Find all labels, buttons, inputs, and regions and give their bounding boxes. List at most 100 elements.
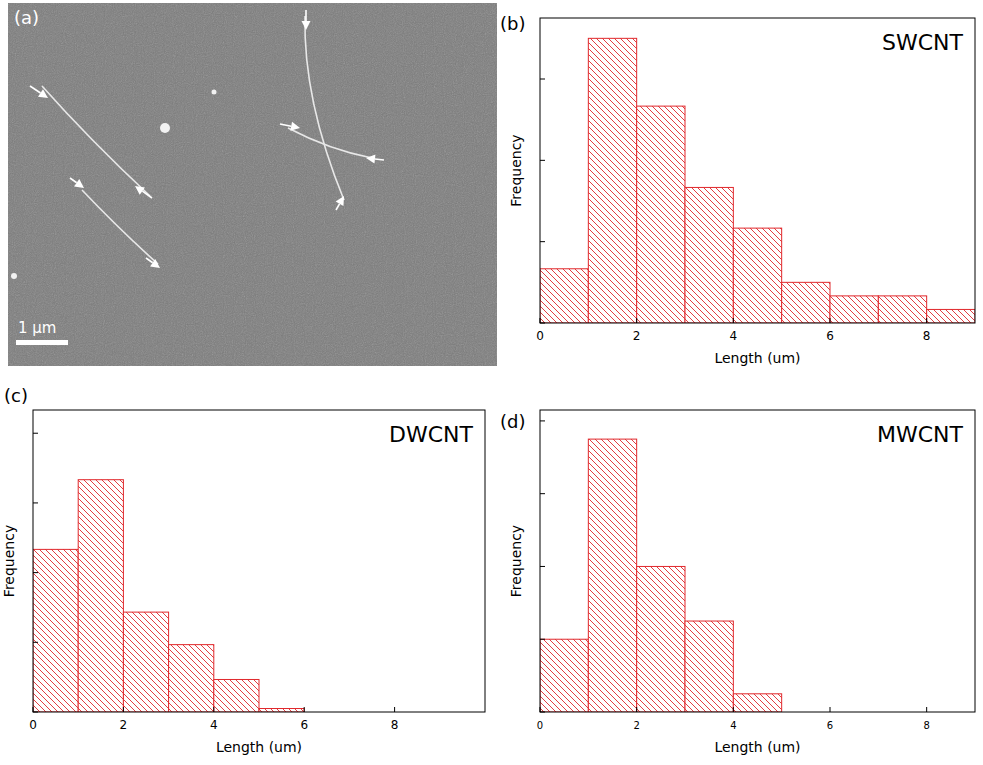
y-axis-title: Frequency bbox=[1, 525, 17, 597]
x-tick-label: 2 bbox=[633, 720, 639, 731]
x-tick bbox=[540, 707, 541, 712]
x-tick-label: 8 bbox=[923, 720, 929, 731]
scale-bar bbox=[16, 340, 68, 345]
x-tick bbox=[830, 707, 831, 712]
x-tick-label: 4 bbox=[730, 720, 736, 731]
histogram-bar bbox=[927, 309, 975, 323]
y-tick bbox=[33, 502, 38, 503]
y-axis-title: Frequency bbox=[508, 134, 524, 206]
x-axis-title: Length (um) bbox=[216, 739, 302, 755]
histogram-bar bbox=[733, 228, 781, 323]
x-tick-label: 4 bbox=[210, 718, 218, 732]
x-tick bbox=[926, 318, 927, 323]
arrow bbox=[280, 122, 300, 131]
plot-frame bbox=[540, 18, 975, 323]
histogram-panel: 02468Length (um)FrequencyMWCNT(d) bbox=[500, 410, 975, 755]
y-tick bbox=[540, 79, 545, 80]
arrow bbox=[146, 258, 160, 268]
histogram-bar bbox=[33, 549, 78, 712]
plot-frame bbox=[33, 410, 485, 712]
panel-title: MWCNT bbox=[877, 422, 964, 447]
arrow bbox=[302, 10, 311, 30]
histogram-bar bbox=[540, 269, 588, 323]
x-tick bbox=[33, 707, 34, 712]
x-tick bbox=[123, 707, 124, 712]
x-tick-label: 8 bbox=[923, 329, 931, 343]
y-tick bbox=[540, 420, 545, 421]
x-tick bbox=[636, 707, 637, 712]
image-noise bbox=[8, 3, 497, 366]
panel-title: DWCNT bbox=[389, 422, 474, 447]
histogram-bar bbox=[169, 645, 214, 712]
arrow bbox=[30, 86, 48, 98]
x-tick-label: 6 bbox=[827, 720, 833, 731]
panel-label: (c) bbox=[4, 385, 28, 406]
y-tick bbox=[33, 572, 38, 573]
x-tick-label: 0 bbox=[29, 718, 37, 732]
histogram-bar bbox=[637, 106, 685, 323]
x-tick-label: 8 bbox=[391, 718, 399, 732]
panel-label: (a) bbox=[14, 7, 39, 28]
x-tick-label: 6 bbox=[826, 329, 834, 343]
histogram-bar bbox=[123, 612, 168, 712]
x-tick bbox=[926, 707, 927, 712]
histogram-bar bbox=[637, 566, 685, 712]
sem-image: 1 μm (a) bbox=[8, 3, 497, 366]
panel-label: (d) bbox=[500, 411, 525, 432]
image-background bbox=[8, 3, 497, 366]
histogram-bar bbox=[588, 38, 636, 323]
y-axis-title: Frequency bbox=[508, 525, 524, 597]
nanotube bbox=[288, 128, 372, 158]
histogram-bar bbox=[782, 282, 830, 323]
x-tick bbox=[304, 707, 305, 712]
histogram-bar bbox=[540, 639, 588, 712]
y-tick bbox=[540, 323, 545, 324]
histogram-bar bbox=[830, 296, 878, 323]
y-tick bbox=[33, 433, 38, 434]
particle bbox=[160, 123, 170, 133]
nanotube bbox=[42, 86, 150, 196]
histogram-bar bbox=[878, 296, 926, 323]
histogram-bar bbox=[733, 694, 781, 712]
figure: 1 μm (a) 0 2 4 6 8 Length (um) Frequency SWCNT (b)… bbox=[0, 0, 983, 765]
x-tick-label: 4 bbox=[730, 329, 738, 343]
x-tick-label: 6 bbox=[300, 718, 308, 732]
y-tick bbox=[540, 160, 545, 161]
panel-title: SWCNT bbox=[882, 30, 964, 55]
x-tick bbox=[830, 318, 831, 323]
bars bbox=[540, 38, 975, 323]
bars bbox=[33, 480, 304, 712]
y-tick bbox=[540, 241, 545, 242]
histogram-panel: 0 2 4 6 8 Length (um) Frequency DWCNT (c) bbox=[1, 385, 485, 755]
x-tick bbox=[733, 707, 734, 712]
histogram-bar bbox=[259, 709, 304, 712]
arrow bbox=[135, 186, 152, 198]
x-tick bbox=[213, 707, 214, 712]
y-tick bbox=[540, 639, 545, 640]
x-tick bbox=[733, 318, 734, 323]
x-tick bbox=[394, 707, 395, 712]
x-tick bbox=[540, 318, 541, 323]
x-tick-label: 2 bbox=[120, 718, 128, 732]
y-tick bbox=[540, 493, 545, 494]
x-axis-title: Length (um) bbox=[714, 350, 800, 366]
y-tick bbox=[540, 712, 545, 713]
histogram-bar bbox=[214, 679, 259, 712]
arrow bbox=[70, 178, 84, 188]
arrow bbox=[336, 196, 344, 210]
nanotube bbox=[305, 16, 344, 200]
arrow bbox=[366, 155, 384, 164]
y-tick bbox=[540, 566, 545, 567]
x-tick-label: 0 bbox=[536, 329, 544, 343]
panel-label: (b) bbox=[500, 13, 525, 34]
histogram-bar bbox=[685, 621, 733, 712]
x-axis-title: Length (um) bbox=[714, 739, 800, 755]
x-tick-label: 2 bbox=[633, 329, 641, 343]
scale-bar-label: 1 μm bbox=[18, 319, 56, 337]
y-tick bbox=[33, 642, 38, 643]
plot-frame bbox=[540, 410, 975, 712]
particle bbox=[11, 273, 17, 279]
y-tick bbox=[33, 712, 38, 713]
nanotube bbox=[82, 190, 158, 264]
histogram-panel: 0 2 4 6 8 Length (um) Frequency SWCNT (b) bbox=[500, 13, 975, 366]
